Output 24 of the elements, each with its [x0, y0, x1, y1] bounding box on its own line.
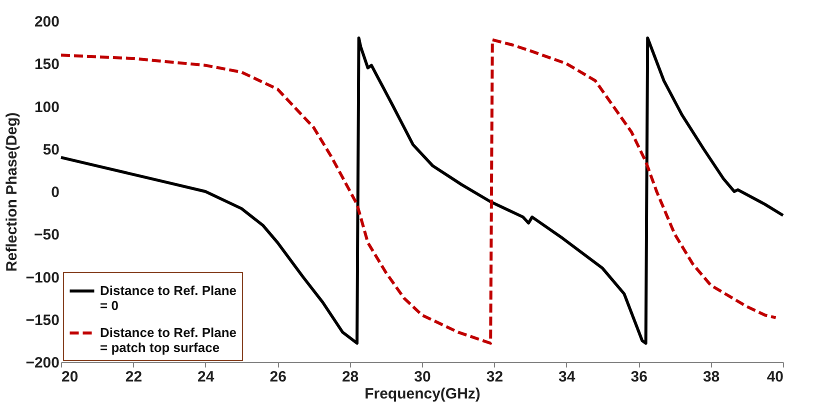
- y-tick-label: −150: [26, 312, 60, 329]
- x-tick-label: 38: [702, 368, 720, 386]
- x-tick-label: 22: [125, 368, 142, 386]
- x-tick-label: 24: [198, 368, 215, 386]
- x-tick-label: 32: [486, 368, 504, 386]
- x-tick-label: 26: [270, 368, 286, 386]
- legend-label: Distance to Ref. Plane = patch top surface: [100, 325, 237, 355]
- x-tick-label: 36: [630, 368, 648, 386]
- y-tick-label: 0: [51, 184, 60, 201]
- x-tick-label: 34: [558, 368, 576, 386]
- y-tick-label: −100: [26, 269, 60, 286]
- x-tick-label: 30: [414, 368, 431, 386]
- y-tick-label: 150: [34, 56, 60, 74]
- x-tick-label: 28: [342, 368, 359, 386]
- x-axis-title: Frequency(GHz): [364, 386, 480, 402]
- y-tick-label: −50: [34, 226, 60, 244]
- legend-label: Distance to Ref. Plane = 0: [100, 283, 237, 313]
- y-axis-title: Reflection Phase(Deg): [4, 112, 21, 272]
- y-tick-label: 100: [34, 98, 60, 116]
- y-tick-label: 200: [34, 14, 60, 30]
- x-tick-label: 20: [62, 368, 78, 386]
- y-tick-label: −200: [26, 354, 60, 372]
- y-tick-label: 50: [42, 141, 60, 158]
- x-tick-label: 40: [766, 368, 784, 386]
